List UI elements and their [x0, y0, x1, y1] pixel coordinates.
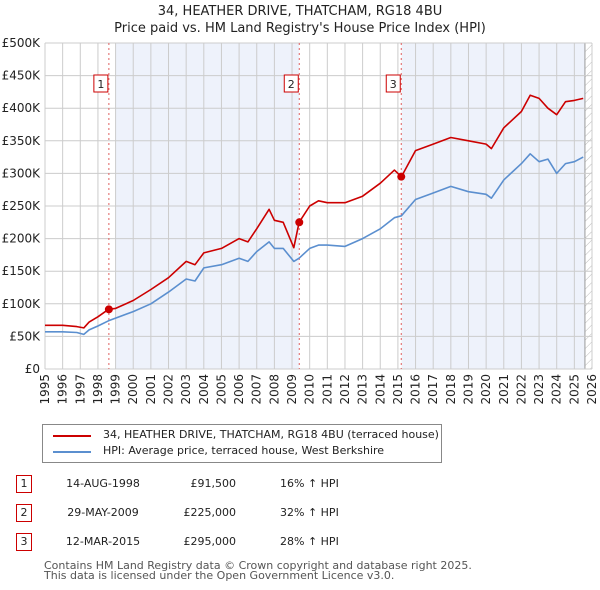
sale-price: £91,500 [190, 477, 237, 490]
x-tick-label: 2015 [391, 374, 405, 405]
x-tick-label: 2003 [179, 374, 193, 405]
y-tick-label: £300K [2, 166, 42, 180]
footer-copyright: Contains HM Land Registry data © Crown c… [44, 559, 472, 572]
y-tick-label: £200K [2, 232, 42, 246]
x-tick-label: 1997 [73, 374, 87, 405]
x-tick-label: 2020 [479, 374, 493, 405]
x-tick-label: 2001 [144, 374, 158, 405]
table-row: 1 14-AUG-1998 £91,500 16% ↑ HPI [0, 475, 600, 493]
x-tick-label: 2025 [567, 374, 581, 405]
x-tick-label: 2022 [514, 374, 528, 405]
legend-swatch-property [53, 435, 91, 437]
price-chart: £0 £50K £100K £150K £200K £250K £300K £350K £400… [2, 36, 599, 405]
sale-hpi-diff: 16% ↑ HPI [280, 477, 339, 490]
y-tick-label: £150K [2, 264, 42, 278]
x-tick-label: 2006 [232, 374, 246, 405]
legend-label-hpi: HPI: Average price, terraced house, West… [103, 444, 385, 457]
sale-label-number: 3 [390, 78, 397, 91]
sale-label-number: 2 [288, 78, 295, 91]
sale-number-badge: 1 [16, 475, 32, 493]
x-tick-label: 1998 [91, 374, 105, 405]
sale-label-box [385, 74, 401, 93]
y-tick-label: £0 [25, 362, 40, 376]
x-tick-label: 2014 [373, 374, 387, 405]
x-tick-label: 2026 [585, 374, 599, 405]
y-tick-label: £400K [2, 101, 42, 115]
x-tick-label: 1995 [38, 374, 52, 405]
chart-subtitle: Price paid vs. HM Land Registry's House … [114, 21, 486, 36]
x-tick-label: 2024 [550, 374, 564, 405]
x-tick-label: 1999 [109, 374, 123, 405]
x-tick-label: 1996 [56, 374, 70, 405]
x-tick-label: 2016 [409, 374, 423, 405]
sale-point [295, 218, 304, 227]
x-tick-label: 2000 [126, 374, 140, 405]
x-tick-label: 2011 [320, 374, 334, 405]
y-tick-label: £100K [2, 297, 42, 311]
sale-hpi-diff: 32% ↑ HPI [280, 506, 339, 519]
table-row: 2 29-MAY-2009 £225,000 32% ↑ HPI [0, 504, 600, 522]
x-tick-label: 2007 [250, 374, 264, 405]
sale-date: 29-MAY-2009 [67, 506, 139, 519]
x-tick-label: 2002 [162, 374, 176, 405]
legend: 34, HEATHER DRIVE, THATCHAM, RG18 4BU (t… [42, 424, 442, 463]
x-tick-label: 2004 [197, 374, 211, 405]
y-tick-label: £250K [2, 199, 42, 213]
sale-label-box [283, 74, 299, 93]
sale-label-number: 1 [97, 78, 104, 91]
y-tick-label: £500K [2, 36, 42, 50]
sale-date: 14-AUG-1998 [66, 477, 140, 490]
legend-swatch-hpi [53, 451, 91, 453]
chart-title: 34, HEATHER DRIVE, THATCHAM, RG18 4BU [157, 4, 443, 19]
y-tick-label: £450K [2, 69, 42, 83]
sale-number-badge: 3 [16, 533, 32, 551]
sale-price: £295,000 [183, 535, 237, 548]
x-tick-label: 2013 [356, 374, 370, 405]
legend-label-property: 34, HEATHER DRIVE, THATCHAM, RG18 4BU (t… [103, 428, 439, 441]
table-row: 3 12-MAR-2015 £295,000 28% ↑ HPI [0, 533, 600, 551]
sale-date: 12-MAR-2015 [65, 535, 141, 548]
x-tick-label: 2005 [214, 374, 228, 405]
x-tick-label: 2021 [497, 374, 511, 405]
x-tick-label: 2012 [338, 374, 352, 405]
sale-point [397, 172, 406, 181]
property-price-line [45, 94, 584, 329]
x-tick-label: 2008 [267, 374, 281, 405]
sale-label-box [93, 74, 109, 93]
x-tick-label: 2023 [532, 374, 546, 405]
sale-number-badge: 2 [16, 504, 32, 522]
sale-point [104, 305, 113, 314]
sale-hpi-diff: 28% ↑ HPI [280, 535, 339, 548]
y-tick-label: £50K [9, 329, 41, 343]
x-tick-label: 2010 [303, 374, 317, 405]
footer: Contains HM Land Registry data © Crown c… [44, 559, 472, 582]
y-tick-label: £350K [2, 134, 42, 148]
hpi-line [45, 153, 584, 336]
x-tick-label: 2017 [426, 374, 440, 405]
footer-licence: This data is licensed under the Open Gov… [44, 569, 395, 582]
x-tick-label: 2019 [461, 374, 475, 405]
sale-price: £225,000 [183, 506, 237, 519]
x-tick-label: 2018 [444, 374, 458, 405]
x-tick-label: 2009 [285, 374, 299, 405]
